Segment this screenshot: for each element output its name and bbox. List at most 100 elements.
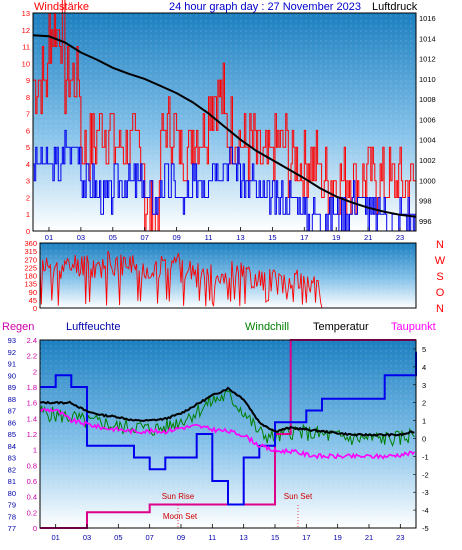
pressure-tick-label: 1012 — [419, 55, 436, 64]
direction-tick-label: 180 — [24, 272, 37, 281]
hour-tick-label: 09 — [177, 533, 185, 542]
temperature-tick-label: -2 — [422, 470, 429, 479]
temperature-tick-label: -1 — [422, 452, 429, 461]
humidity-tick-label: 86 — [8, 418, 16, 427]
wind-strength-tick-label: 12 — [22, 26, 30, 35]
wind-strength-title: Windstärke — [34, 1, 89, 13]
pressure-tick-label: 998 — [419, 197, 432, 206]
hour-tick-label: 23 — [396, 233, 404, 242]
humidity-tick-label: 83 — [8, 454, 16, 463]
direction-tick-label: 45 — [29, 296, 37, 305]
wind-direction-panel — [39, 242, 417, 309]
rain-tick-label: 1.4 — [27, 414, 37, 423]
dewpoint-line — [39, 407, 416, 460]
hour-tick-label: 03 — [77, 233, 85, 242]
temperature-line — [39, 386, 415, 438]
pressure-tick-label: 1016 — [419, 14, 436, 23]
dewpoint-label: Taupunkt — [391, 321, 436, 333]
wind-strength-tick-label: 2 — [26, 193, 30, 202]
humidity-label: Luftfeuchte — [66, 321, 120, 333]
humidity-tick-label: 87 — [8, 407, 16, 416]
moonset-annotation: Moon Set — [163, 512, 198, 521]
compass-label: N — [436, 303, 444, 315]
temperature-tick-label: 2 — [422, 399, 426, 408]
wind-strength-tick-label: 4 — [26, 160, 30, 169]
hour-tick-label: 17 — [300, 233, 308, 242]
temperature-tick-label: -4 — [422, 506, 429, 515]
direction-tick-label: 360 — [24, 239, 37, 248]
humidity-tick-label: 80 — [8, 489, 16, 498]
rain-tick-label: 2 — [33, 367, 37, 376]
direction-tick-label: 135 — [24, 280, 37, 289]
rain-tick-label: 1.8 — [27, 383, 37, 392]
temperature-tick-label: 0 — [422, 434, 426, 443]
hour-tick-label: 05 — [109, 233, 117, 242]
wind-strength-tick-label: 9 — [26, 76, 30, 85]
wind-direction-line — [39, 250, 416, 309]
rain-tick-label: 0.4 — [27, 493, 37, 502]
direction-tick-label: 0 — [33, 304, 37, 313]
rain-tick-label: 0.2 — [27, 508, 37, 517]
humidity-tick-label: 84 — [8, 442, 16, 451]
humidity-tick-label: 91 — [8, 360, 16, 369]
rain-tick-label: 1.6 — [27, 399, 37, 408]
hour-tick-label: 01 — [51, 533, 59, 542]
humidity-line — [40, 351, 417, 506]
hour-tick-label: 21 — [364, 233, 372, 242]
hour-tick-label: 13 — [239, 533, 247, 542]
rain-tick-label: 0 — [33, 524, 37, 533]
wind-strength-tick-label: 0 — [26, 227, 30, 236]
hour-tick-label: 05 — [114, 533, 122, 542]
humidity-tick-label: 78 — [8, 512, 16, 521]
pressure-tick-label: 1010 — [419, 75, 436, 84]
compass-label: W — [435, 255, 446, 267]
hour-tick-label: 03 — [83, 533, 91, 542]
hour-tick-label: 23 — [396, 533, 404, 542]
rain-tick-label: 0.8 — [27, 461, 37, 470]
hour-tick-label: 19 — [333, 533, 341, 542]
pressure-tick-label: 996 — [419, 217, 432, 226]
sunrise-annotation: Sun Rise — [162, 492, 195, 501]
humidity-tick-label: 77 — [8, 524, 16, 533]
temperature-tick-label: 5 — [422, 345, 426, 354]
wind-strength-tick-label: 13 — [22, 9, 30, 18]
hour-tick-label: 09 — [172, 233, 180, 242]
sunset-annotation: Sun Set — [284, 492, 313, 501]
direction-tick-label: 270 — [24, 255, 37, 264]
temperature-tick-label: -5 — [422, 524, 429, 533]
wind-strength-tick-label: 10 — [22, 59, 30, 68]
temperature-tick-label: -3 — [422, 488, 429, 497]
pressure-tick-label: 1000 — [419, 176, 436, 185]
hour-tick-label: 21 — [365, 533, 373, 542]
humidity-tick-label: 92 — [8, 348, 16, 357]
temperature-tick-label: 3 — [422, 381, 426, 390]
wind-speed-line — [33, 129, 416, 232]
rain-tick-label: 2.4 — [27, 336, 37, 345]
temperature-tick-label: 1 — [422, 417, 426, 426]
hour-tick-label: 01 — [45, 233, 53, 242]
pressure-wind-panel — [32, 0, 417, 232]
compass-label: S — [436, 271, 443, 283]
compass-label: N — [436, 239, 444, 251]
humidity-tick-label: 88 — [8, 395, 16, 404]
wind-strength-tick-label: 6 — [26, 126, 30, 135]
hour-tick-label: 11 — [208, 533, 216, 542]
rain-tick-label: 0.6 — [27, 477, 37, 486]
wind-strength-tick-label: 3 — [26, 177, 30, 186]
humidity-tick-label: 81 — [8, 477, 16, 486]
humidity-tick-label: 85 — [8, 430, 16, 439]
wind-strength-tick-label: 7 — [26, 110, 30, 119]
hour-tick-label: 17 — [302, 533, 310, 542]
direction-tick-label: 315 — [24, 247, 37, 256]
pressure-title: Luftdruck — [372, 1, 418, 13]
hour-tick-label: 15 — [268, 233, 276, 242]
chart-date-title: 24 hour graph day : 27 November 2023 — [169, 1, 361, 13]
temperature-label: Temperatur — [313, 321, 369, 333]
humidity-tick-label: 79 — [8, 501, 16, 510]
rain-tick-label: 2.2 — [27, 352, 37, 361]
hour-tick-label: 13 — [236, 233, 244, 242]
humidity-tick-label: 89 — [8, 383, 16, 392]
humidity-tick-label: 90 — [8, 371, 16, 380]
pressure-tick-label: 1008 — [419, 95, 436, 104]
